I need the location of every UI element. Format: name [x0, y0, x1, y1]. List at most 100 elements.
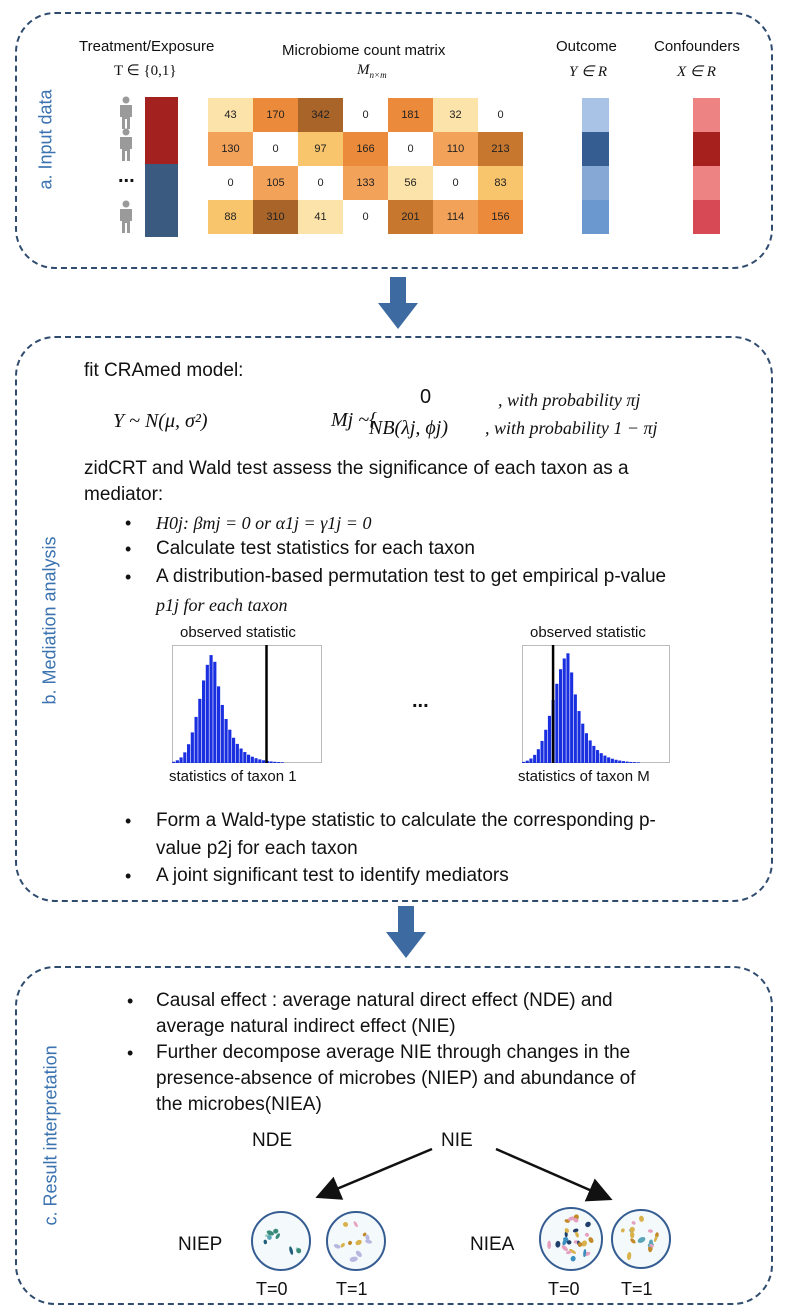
matrix-cell: 181 [388, 98, 433, 132]
histogram-bar [581, 723, 585, 763]
matrix-cell: 0 [208, 166, 253, 200]
histogram-bar [633, 762, 637, 763]
microbe [621, 1228, 625, 1233]
microbe [629, 1226, 635, 1233]
down-arrow-1 [378, 277, 418, 329]
case2-value: NB(λj, ϕj) [369, 417, 449, 439]
case1-value: 0 [420, 386, 432, 408]
histogram-bar [599, 753, 603, 763]
eq-mj: Mj ~{ [331, 409, 378, 431]
microbe [296, 1248, 302, 1254]
result-bullet2-line1: Further decompose average NIE through ch… [156, 1042, 631, 1063]
histogram-bar [544, 729, 548, 763]
microbe [653, 1236, 658, 1242]
histogram-bar [540, 740, 544, 763]
confounders-cell [693, 166, 720, 200]
microbe [585, 1221, 591, 1228]
niea-t0-label: T=0 [548, 1279, 580, 1299]
histogram-bar [254, 758, 258, 763]
histogram-bar [573, 694, 577, 763]
matrix-cell: 0 [253, 132, 298, 166]
histogram-bar [205, 664, 209, 763]
microbe [629, 1231, 635, 1239]
histogram-bar [172, 761, 176, 763]
histogram-bar [522, 761, 526, 763]
histogram-taxon-m [522, 645, 670, 763]
down-arrow-2 [386, 906, 426, 958]
matrix-math: Mn×m [357, 62, 387, 80]
histogram-bar [280, 762, 284, 763]
treatment-bar-control [145, 164, 178, 237]
case2-cond: , with probability 1 − πj [485, 418, 658, 438]
hist-ellipsis: ... [412, 690, 429, 712]
fit-title: fit CRAmed model: [84, 360, 244, 381]
treatment-math: T ∈ {0,1} [114, 63, 177, 79]
microbe [333, 1244, 341, 1249]
microbe [572, 1228, 579, 1233]
microbe [353, 1221, 358, 1228]
matrix-cell: 0 [433, 166, 478, 200]
outcome-cell [582, 200, 609, 234]
niea-label: NIEA [470, 1234, 515, 1255]
microbe [355, 1239, 362, 1246]
nie-label: NIE [441, 1130, 473, 1151]
microbe [263, 1239, 268, 1245]
microbe [275, 1233, 281, 1240]
niep-t1-label: T=1 [336, 1279, 368, 1299]
histogram-bar [235, 743, 239, 763]
histogram-bar [250, 756, 254, 763]
microbe [564, 1228, 569, 1233]
matrix-cell: 83 [478, 166, 523, 200]
histogram-bar [588, 740, 592, 763]
histogram-bar [562, 658, 566, 763]
histogram-bar [636, 762, 640, 763]
microbe [583, 1248, 587, 1258]
histogram-bar [533, 754, 537, 763]
confounders-title: Confounders [654, 38, 740, 55]
bullet-wald-2: value p2j for each taxon [156, 838, 358, 859]
microbe [562, 1237, 568, 1246]
histogram-bar [213, 661, 217, 763]
bullet-dot: • [127, 991, 134, 1011]
bullet-perm-2: p1j for each taxon [156, 595, 288, 615]
microbe [555, 1240, 561, 1248]
microbe [570, 1255, 576, 1262]
microbe [631, 1221, 636, 1225]
matrix-cell: 213 [478, 132, 523, 166]
matrix-title: Microbiome count matrix [282, 42, 446, 59]
microbe [566, 1250, 572, 1255]
histogram-bar [243, 752, 247, 763]
histogram-bar [621, 761, 625, 763]
histogram-bar [603, 755, 607, 763]
result-bullet1-line2: average natural indirect effect (NIE) [156, 1016, 456, 1037]
zid-line-2: mediator: [84, 484, 164, 505]
count-matrix: 43 170 342 0 181 32 0 130 0 97 166 0 110 213 0 105 0 133 5… [208, 98, 523, 234]
result-bullet1-line1: Causal effect : average natural direct e… [156, 990, 613, 1011]
bullet-wald-1: Form a Wald-type statistic to calculate … [156, 810, 656, 831]
matrix-cell: 88 [208, 200, 253, 234]
microbe [348, 1240, 352, 1245]
confounders-math: X ∈ R [677, 64, 716, 80]
matrix-cell: 0 [478, 98, 523, 132]
histogram-bar [209, 655, 213, 763]
treatment-bar-treated [145, 97, 178, 164]
histogram-bar [559, 669, 563, 763]
histogram-bar [224, 719, 228, 763]
result-bullet2-line2: presence-absence of microbes (NIEP) and … [156, 1068, 636, 1089]
mediation-panel [15, 336, 773, 902]
matrix-cell: 133 [343, 166, 388, 200]
microbe [581, 1240, 587, 1247]
matrix-cell: 156 [478, 200, 523, 234]
confounders-cell [693, 200, 720, 234]
histogram-bar [584, 733, 588, 763]
zid-line-1: zidCRT and Wald test assess the signific… [84, 458, 629, 479]
microbe [267, 1235, 272, 1240]
microbe [340, 1242, 345, 1248]
matrix-cell: 97 [298, 132, 343, 166]
confounders-cell [693, 98, 720, 132]
input-data-panel [15, 12, 773, 269]
matrix-cell: 0 [298, 166, 343, 200]
histogram-taxon-1 [172, 645, 322, 763]
histogram-bar [202, 680, 206, 763]
